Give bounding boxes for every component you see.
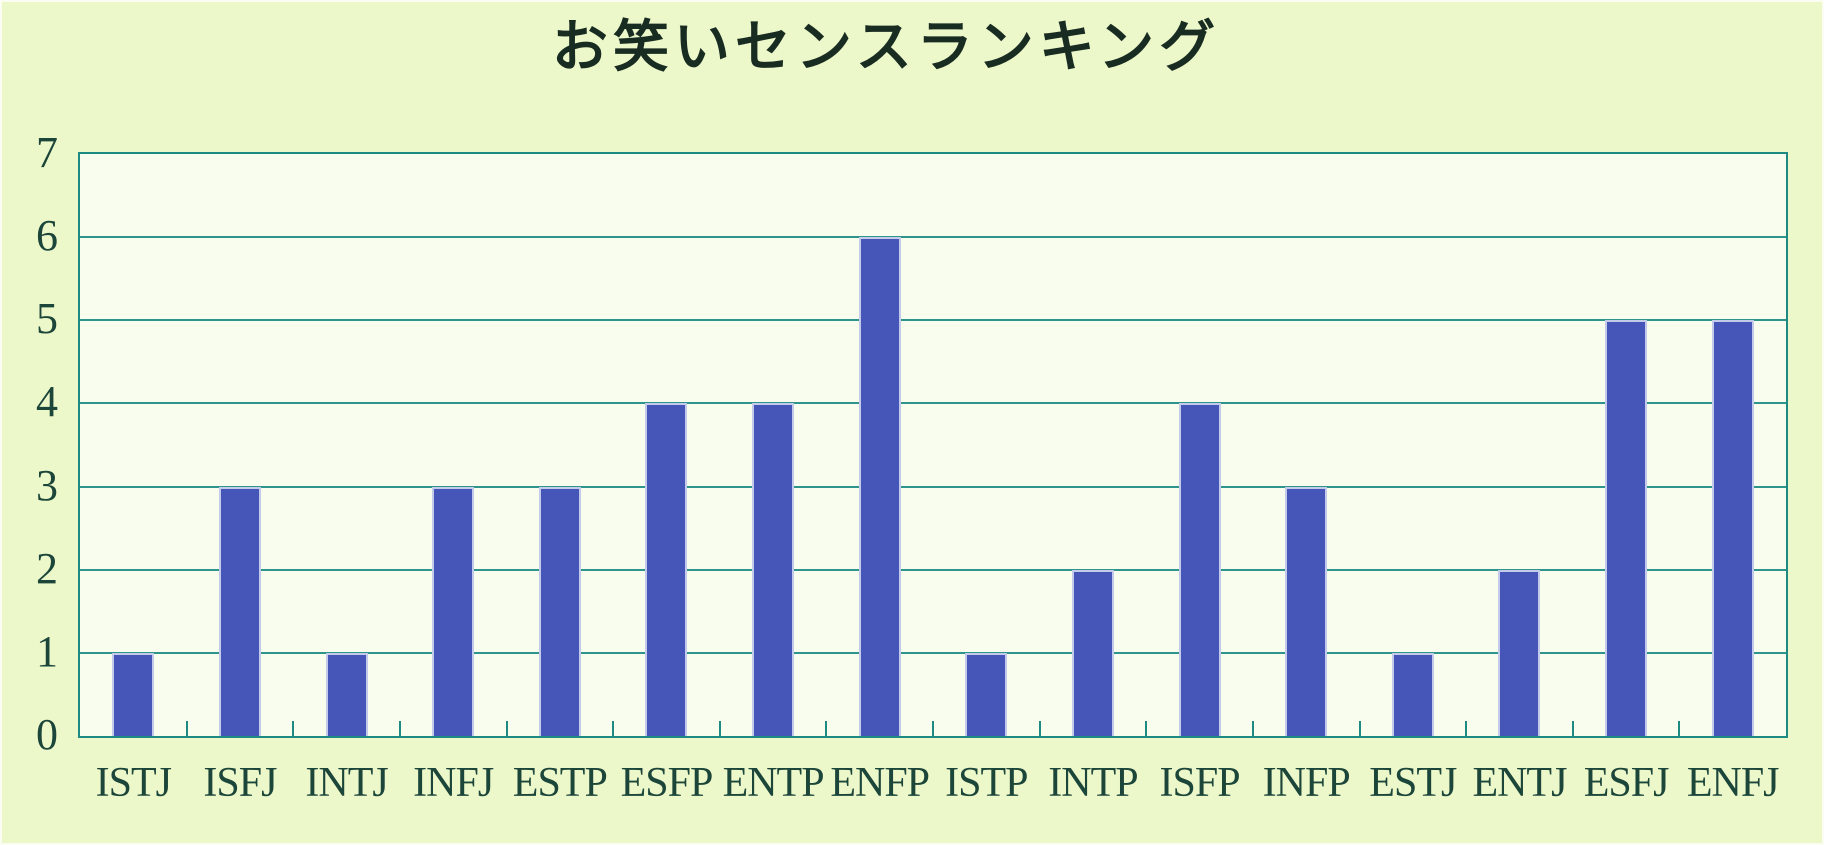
x-category-label: INTJ [305, 760, 388, 806]
y-tick-label: 5 [36, 294, 58, 344]
x-axis-tick [185, 721, 188, 736]
bar-ENTJ [1498, 569, 1541, 736]
x-axis-tick [932, 721, 934, 736]
gridline [80, 568, 1786, 571]
bar-ENTP [752, 403, 795, 736]
x-axis-tick [1145, 721, 1148, 736]
bar-INTJ [325, 652, 368, 736]
bar-ESTJ [1391, 652, 1434, 736]
x-category-label: INFJ [413, 760, 494, 806]
x-axis-tick [1251, 721, 1254, 736]
x-category-label: ENTP [722, 760, 825, 806]
y-tick-label: 2 [36, 543, 58, 593]
x-axis-tick [398, 721, 401, 736]
x-category-label: ENTJ [1472, 760, 1567, 806]
bar-ISTJ [112, 652, 155, 736]
x-axis-tick [1678, 721, 1681, 736]
gridline [80, 485, 1786, 488]
gridline [80, 319, 1786, 322]
gridline [80, 402, 1786, 405]
bar-ISFP [1178, 403, 1221, 736]
x-axis-tick [292, 721, 295, 736]
y-tick-label: 3 [36, 460, 58, 510]
x-category-label: ISFJ [203, 760, 277, 806]
gridline [80, 236, 1786, 239]
chart-title: お笑いセンスランキング [551, 14, 1221, 80]
y-tick-label: 4 [36, 377, 58, 427]
x-axis-tick [1465, 721, 1468, 736]
bar-INFJ [432, 486, 475, 736]
bar-ESTP [538, 486, 581, 736]
x-axis-tick [825, 721, 828, 736]
bar-ENFJ [1711, 320, 1754, 736]
x-axis-tick [505, 721, 508, 736]
x-axis-tick [1358, 721, 1361, 736]
x-axis-tick [612, 721, 615, 736]
bar-INFP [1285, 486, 1328, 736]
bar-ESFP [645, 403, 688, 736]
y-tick-label: 7 [36, 128, 58, 178]
x-axis-tick [718, 721, 721, 736]
plot-area [78, 152, 1788, 738]
y-tick-label: 1 [36, 626, 58, 676]
x-category-label: ISTJ [95, 760, 172, 806]
x-category-label: ISTP [945, 760, 1028, 806]
x-axis-tick [1038, 721, 1041, 736]
bar-ENFP [858, 237, 901, 736]
x-category-label: ESFP [620, 760, 714, 806]
y-tick-label: 0 [36, 710, 58, 760]
x-category-label: ENFP [830, 760, 930, 806]
x-category-label: ISFP [1159, 760, 1241, 806]
bar-ISTP [965, 652, 1008, 736]
gridline [80, 651, 1786, 654]
x-category-label: ESTP [512, 760, 608, 806]
bar-ESFJ [1605, 320, 1648, 736]
y-tick-label: 6 [36, 211, 58, 261]
x-category-label: ESTJ [1369, 760, 1457, 806]
x-category-label: ESFJ [1583, 760, 1670, 806]
x-category-label: INTP [1048, 760, 1138, 806]
bar-INTP [1071, 569, 1114, 736]
x-category-label: ENFJ [1686, 760, 1780, 806]
x-category-label: INFP [1262, 760, 1351, 806]
x-axis-tick [1571, 721, 1574, 736]
bar-ISFJ [218, 486, 261, 736]
